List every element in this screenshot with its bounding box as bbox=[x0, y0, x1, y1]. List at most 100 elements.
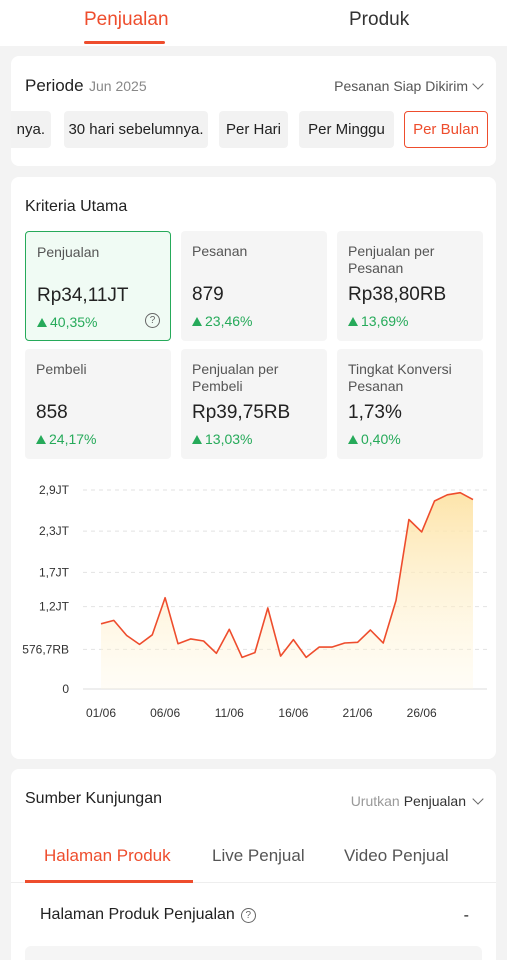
metric-value: Rp38,80RB bbox=[348, 284, 447, 305]
x-tick-label: 06/06 bbox=[150, 706, 180, 720]
kriteria-card: Kriteria Utama Penjualan Rp34,11JT 40,35… bbox=[11, 177, 496, 759]
tab-live-penjual[interactable]: Live Penjual bbox=[212, 846, 305, 865]
period-chip-per-minggu[interactable]: Per Minggu bbox=[299, 111, 394, 148]
sales-data-point[interactable] bbox=[175, 641, 181, 647]
sales-data-point[interactable] bbox=[406, 517, 412, 523]
metric-value: 858 bbox=[36, 402, 68, 423]
sales-chart[interactable]: 0 576,7RB 1,2JT 1,7JT 2,3JT 2,9JT 01/06 06/06 11… bbox=[11, 472, 496, 732]
metric-label: Tingkat Konversi Pesanan bbox=[348, 361, 452, 394]
x-tick-label: 01/06 bbox=[86, 706, 116, 720]
sales-data-point[interactable] bbox=[278, 653, 284, 659]
metric-card-tingkat-konversi[interactable]: Tingkat Konversi Pesanan 1,73% 0,40% bbox=[337, 349, 483, 459]
sales-data-point[interactable] bbox=[303, 654, 309, 660]
tab-halaman-produk[interactable]: Halaman Produk bbox=[44, 846, 171, 865]
sales-data-point[interactable] bbox=[355, 639, 361, 645]
y-tick-label: 576,7RB bbox=[22, 642, 69, 656]
metric-change: 13,69% bbox=[348, 313, 408, 329]
y-tick-label: 1,7JT bbox=[39, 565, 70, 579]
x-tick-label: 26/06 bbox=[407, 706, 437, 720]
metric-card-pembeli[interactable]: Pembeli 858 24,17% bbox=[25, 349, 171, 459]
metric-change: 24,17% bbox=[36, 431, 96, 447]
metric-card-pesanan[interactable]: Pesanan 879 23,46% bbox=[181, 231, 327, 341]
sales-data-point[interactable] bbox=[111, 617, 117, 623]
tab-produk[interactable]: Produk bbox=[349, 9, 410, 30]
y-tick-label: 2,9JT bbox=[39, 483, 70, 497]
sales-data-point[interactable] bbox=[239, 654, 245, 660]
sales-data-point[interactable] bbox=[201, 638, 207, 644]
question-circle-icon[interactable]: ? bbox=[240, 907, 256, 923]
halaman-produk-title: Halaman Produk Penjualan bbox=[40, 906, 235, 923]
sales-data-point[interactable] bbox=[290, 637, 296, 643]
sales-data-point[interactable] bbox=[252, 650, 258, 656]
triangle-up-icon bbox=[37, 317, 47, 327]
x-tick-label: 16/06 bbox=[278, 706, 308, 720]
sales-data-point[interactable] bbox=[188, 636, 194, 642]
sales-data-point[interactable] bbox=[265, 605, 271, 611]
metric-label: Pembeli bbox=[36, 361, 87, 377]
tab-video-penjual[interactable]: Video Penjual bbox=[344, 846, 449, 865]
sales-data-point[interactable] bbox=[457, 490, 463, 496]
sales-data-point[interactable] bbox=[444, 492, 450, 498]
metric-value: 1,73% bbox=[348, 402, 402, 423]
y-tick-label: 0 bbox=[62, 682, 69, 696]
sales-data-point[interactable] bbox=[149, 632, 155, 638]
sales-data-point[interactable] bbox=[393, 597, 399, 603]
metric-card-penjualan[interactable]: Penjualan Rp34,11JT 40,35% ? bbox=[25, 231, 171, 341]
metric-label: Penjualan per Pesanan bbox=[348, 243, 435, 276]
triangle-up-icon bbox=[348, 434, 358, 444]
halaman-produk-list bbox=[25, 946, 482, 960]
period-chip-30-hari[interactable]: 30 hari sebelumnya. bbox=[64, 111, 208, 148]
tab-divider bbox=[11, 882, 496, 883]
sales-data-point[interactable] bbox=[470, 497, 476, 503]
halaman-produk-value: - bbox=[463, 907, 469, 924]
sales-data-point[interactable] bbox=[380, 640, 386, 646]
sort-value: Penjualan bbox=[403, 793, 466, 809]
sumber-title: Sumber Kunjungan bbox=[25, 790, 162, 807]
periode-value[interactable]: Jun 2025 bbox=[89, 78, 147, 94]
sales-data-point[interactable] bbox=[162, 595, 168, 601]
period-chip-previous[interactable]: nya. bbox=[11, 111, 51, 148]
tab-active-indicator bbox=[84, 41, 165, 44]
metric-card-penjualan-per-pembeli[interactable]: Penjualan per Pembeli Rp39,75RB 13,03% bbox=[181, 349, 327, 459]
x-tick-label: 11/06 bbox=[215, 706, 244, 720]
question-circle-icon[interactable]: ? bbox=[145, 313, 160, 328]
sort-dropdown[interactable]: Urutkan Penjualan bbox=[350, 793, 484, 809]
sales-data-point[interactable] bbox=[329, 644, 335, 650]
status-filter-label: Pesanan Siap Dikirim bbox=[334, 78, 468, 94]
status-filter-dropdown[interactable]: Pesanan Siap Dikirim bbox=[334, 78, 484, 94]
sales-data-point[interactable] bbox=[226, 626, 232, 632]
metric-change: 40,35% bbox=[37, 314, 97, 330]
y-tick-label: 1,2JT bbox=[39, 600, 70, 614]
sales-data-point[interactable] bbox=[124, 632, 130, 638]
sales-data-point[interactable] bbox=[136, 641, 142, 647]
kriteria-title: Kriteria Utama bbox=[25, 198, 128, 215]
chevron-down-icon bbox=[472, 793, 484, 805]
metric-card-penjualan-per-pesanan[interactable]: Penjualan per Pesanan Rp38,80RB 13,69% bbox=[337, 231, 483, 341]
sales-data-point[interactable] bbox=[98, 621, 104, 627]
sales-data-point[interactable] bbox=[419, 529, 425, 535]
sales-data-point[interactable] bbox=[342, 640, 348, 646]
sales-data-point[interactable] bbox=[367, 627, 373, 633]
tab-penjualan[interactable]: Penjualan bbox=[84, 9, 169, 30]
metric-value: 879 bbox=[192, 284, 224, 305]
triangle-up-icon bbox=[36, 434, 46, 444]
metric-change: 23,46% bbox=[192, 313, 252, 329]
metric-value: Rp34,11JT bbox=[37, 285, 129, 306]
periode-label: Periode bbox=[25, 76, 84, 95]
sales-area-fill bbox=[101, 492, 473, 689]
sort-prefix: Urutkan bbox=[350, 793, 400, 809]
period-chip-per-bulan[interactable]: Per Bulan bbox=[404, 111, 488, 148]
chevron-down-icon bbox=[472, 78, 484, 90]
triangle-up-icon bbox=[192, 434, 202, 444]
metric-label: Penjualan per Pembeli bbox=[192, 361, 279, 394]
subtab-active-indicator bbox=[25, 880, 193, 883]
period-chip-per-hari[interactable]: Per Hari bbox=[219, 111, 288, 148]
metric-label: Pesanan bbox=[192, 243, 248, 259]
triangle-up-icon bbox=[348, 316, 358, 326]
sales-data-point[interactable] bbox=[316, 644, 322, 650]
top-tab-bar: Penjualan Produk bbox=[0, 0, 507, 46]
sales-data-point[interactable] bbox=[432, 498, 438, 504]
sales-data-point[interactable] bbox=[213, 650, 219, 656]
halaman-produk-row: Halaman Produk Penjualan ? bbox=[40, 906, 256, 924]
periode-card: Periode Jun 2025 Pesanan Siap Dikirim ny… bbox=[11, 56, 496, 166]
